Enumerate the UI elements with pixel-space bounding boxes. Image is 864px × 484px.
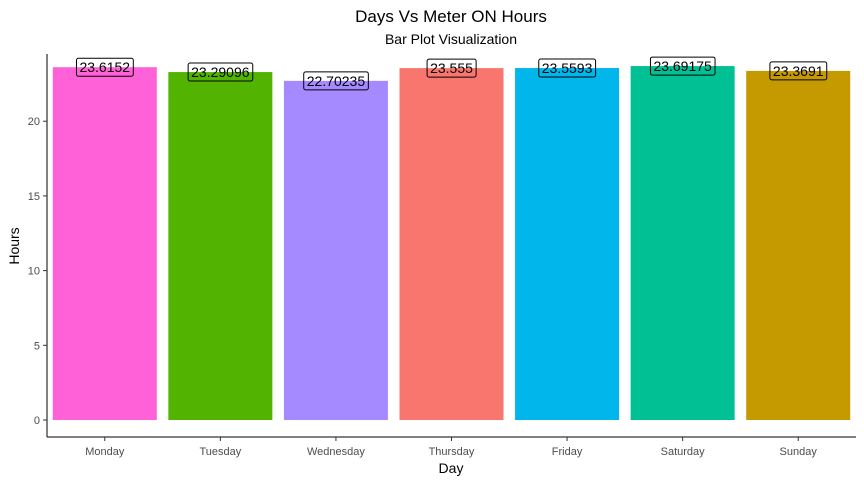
y-tick-label: 10 xyxy=(28,266,40,278)
data-label-thursday: 23.555 xyxy=(426,58,477,78)
x-tick-label: Thursday xyxy=(429,446,475,458)
x-tick-label: Tuesday xyxy=(199,446,241,458)
y-tick-label: 15 xyxy=(28,191,40,203)
data-label-wednesday: 22.70235 xyxy=(303,71,369,91)
data-label-text: 23.5593 xyxy=(542,60,593,76)
y-tick-label: 0 xyxy=(34,415,40,427)
x-tick-label: Monday xyxy=(85,446,125,458)
data-label-box xyxy=(187,62,254,82)
data-label-text: 23.6152 xyxy=(79,59,130,75)
data-label-friday: 23.5593 xyxy=(538,58,597,78)
data-label-text: 23.555 xyxy=(430,60,473,76)
data-label-sunday: 23.3691 xyxy=(769,61,828,81)
y-tick-label: 20 xyxy=(28,116,40,128)
bar-friday xyxy=(515,68,620,420)
data-label-monday: 23.6152 xyxy=(75,57,134,77)
x-tick-label: Wednesday xyxy=(307,446,365,458)
data-label-box xyxy=(303,71,369,91)
y-tick-label: 5 xyxy=(34,340,40,352)
data-label-tuesday: 23.29096 xyxy=(187,62,254,82)
bars-group xyxy=(52,66,851,421)
data-label-box xyxy=(649,56,716,76)
chart-subtitle: Bar Plot Visualization xyxy=(385,31,517,47)
data-label-text: 22.70235 xyxy=(307,73,366,89)
data-labels-group: 23.6152 23.29096 22.70235 23.555 23.5593 23.6… xyxy=(75,56,828,91)
bar-tuesday xyxy=(168,72,273,420)
data-label-box xyxy=(75,57,134,77)
x-tick-label: Sunday xyxy=(780,446,818,458)
bar-wednesday xyxy=(283,80,388,421)
bar-sunday xyxy=(746,70,851,421)
chart-title: Days Vs Meter ON Hours xyxy=(355,7,547,26)
data-label-box xyxy=(538,58,597,78)
bar-monday xyxy=(52,67,157,420)
y-axis-title: Hours xyxy=(6,227,22,264)
bar-thursday xyxy=(399,68,504,421)
x-tick-label: Friday xyxy=(552,446,583,458)
data-label-box xyxy=(769,61,828,81)
data-label-saturday: 23.69175 xyxy=(649,56,716,76)
data-label-text: 23.29096 xyxy=(191,64,250,80)
bar-saturday xyxy=(630,66,735,420)
x-tick-label: Saturday xyxy=(661,446,706,458)
data-label-text: 23.3691 xyxy=(773,63,824,79)
y-axis-ticks: 0 5 10 15 20 xyxy=(28,116,47,427)
x-axis-title: Day xyxy=(439,460,464,476)
data-label-box xyxy=(426,58,477,78)
x-axis-ticks: Monday Tuesday Wednesday Thursday Friday Satu… xyxy=(85,437,817,458)
data-label-text: 23.69175 xyxy=(653,58,712,74)
